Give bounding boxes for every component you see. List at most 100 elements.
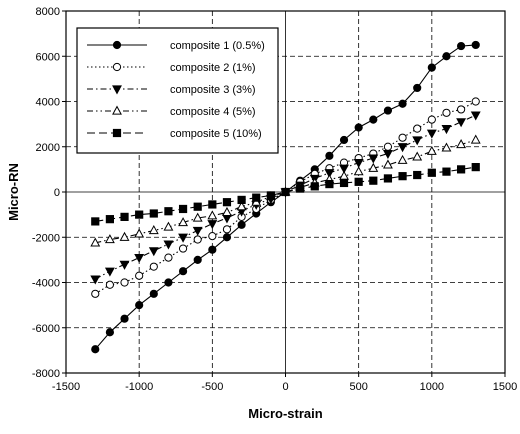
data-point xyxy=(398,133,407,142)
data-point xyxy=(237,220,246,229)
data-point xyxy=(427,63,436,72)
data-point xyxy=(398,99,407,108)
series-line xyxy=(95,139,476,244)
data-point xyxy=(325,151,334,160)
data-point xyxy=(104,267,115,277)
data-point xyxy=(442,108,451,117)
legend: composite 1 (0.5%) composite 2 (1%) compos… xyxy=(76,27,279,154)
data-point xyxy=(413,83,422,93)
data-point xyxy=(208,232,217,241)
x-tick-label: -1000 xyxy=(125,381,153,393)
data-point xyxy=(120,278,129,287)
data-point xyxy=(471,97,480,106)
data-point xyxy=(339,164,349,174)
series xyxy=(91,97,480,298)
legend-label: composite 5 (10%) xyxy=(170,128,262,140)
data-point xyxy=(208,245,217,254)
data-point xyxy=(339,135,349,145)
data-point xyxy=(207,210,218,220)
data-point xyxy=(119,260,130,270)
data-point xyxy=(457,165,466,174)
data-point xyxy=(178,204,188,214)
data-point xyxy=(471,163,480,172)
data-point xyxy=(457,41,466,51)
legend-entry: composite 4 (5%) xyxy=(87,105,256,118)
data-point xyxy=(310,182,319,191)
x-tick-label: 1500 xyxy=(493,381,517,393)
y-tick-label: 4000 xyxy=(36,97,60,109)
data-point xyxy=(149,262,158,271)
x-tick-label: 1000 xyxy=(420,381,444,393)
x-tick-label: -1500 xyxy=(52,381,80,393)
series xyxy=(90,111,481,285)
data-point xyxy=(149,289,158,298)
data-point xyxy=(148,225,159,235)
data-point xyxy=(193,255,202,264)
legend-entry: composite 1 (0.5%) xyxy=(87,40,265,52)
data-point xyxy=(222,198,232,207)
data-point xyxy=(90,237,101,247)
data-point xyxy=(105,328,115,337)
data-point xyxy=(382,149,393,159)
data-point xyxy=(105,280,115,289)
data-point xyxy=(412,151,423,161)
data-point xyxy=(368,154,379,164)
data-point xyxy=(426,145,437,155)
data-point xyxy=(368,162,379,172)
data-point xyxy=(135,271,144,280)
data-point xyxy=(369,176,378,185)
data-point xyxy=(237,195,246,205)
data-point xyxy=(222,233,232,242)
x-axis-title: Micro-strain xyxy=(248,406,322,421)
legend-label: composite 4 (5%) xyxy=(170,106,256,118)
legend-entry: composite 3 (3%) xyxy=(87,84,256,96)
legend-entry: composite 5 (10%) xyxy=(87,128,262,140)
data-point xyxy=(266,191,275,200)
data-point xyxy=(339,170,349,180)
data-point xyxy=(354,177,363,186)
data-point xyxy=(353,166,364,176)
data-point xyxy=(112,128,122,138)
data-point xyxy=(178,244,188,253)
x-tick-label: 0 xyxy=(282,381,288,393)
data-point xyxy=(91,289,100,298)
data-point xyxy=(353,158,364,169)
data-point xyxy=(164,278,173,287)
data-point xyxy=(222,214,232,224)
data-point xyxy=(470,134,481,144)
data-point xyxy=(164,253,173,262)
data-point xyxy=(413,124,422,133)
series-group xyxy=(90,40,481,354)
data-point xyxy=(397,143,408,153)
data-point xyxy=(397,154,408,164)
data-point xyxy=(192,226,203,236)
data-point xyxy=(163,221,174,231)
data-point xyxy=(135,301,144,310)
data-point xyxy=(383,174,393,183)
data-point xyxy=(281,187,290,197)
data-point xyxy=(456,139,467,149)
data-point xyxy=(441,142,452,152)
data-point xyxy=(112,40,122,50)
y-tick-label: -4000 xyxy=(32,278,60,290)
data-point xyxy=(339,178,349,188)
y-tick-label: 8000 xyxy=(36,6,60,18)
data-point xyxy=(112,62,122,72)
data-point xyxy=(178,217,189,227)
data-point xyxy=(135,210,144,219)
x-tick-label: 500 xyxy=(349,381,367,393)
data-point xyxy=(163,240,174,250)
legend-label: composite 1 (0.5%) xyxy=(170,40,265,52)
data-point xyxy=(105,215,115,224)
data-point xyxy=(426,129,437,139)
data-point xyxy=(104,234,115,244)
data-point xyxy=(193,202,202,211)
legend-box xyxy=(76,27,279,154)
data-point xyxy=(164,207,173,216)
data-point xyxy=(222,206,232,216)
y-tick-label: -8000 xyxy=(32,368,60,380)
data-point xyxy=(442,167,451,176)
x-tick-label: -500 xyxy=(201,381,223,393)
data-point xyxy=(192,212,203,222)
data-point xyxy=(112,85,122,95)
